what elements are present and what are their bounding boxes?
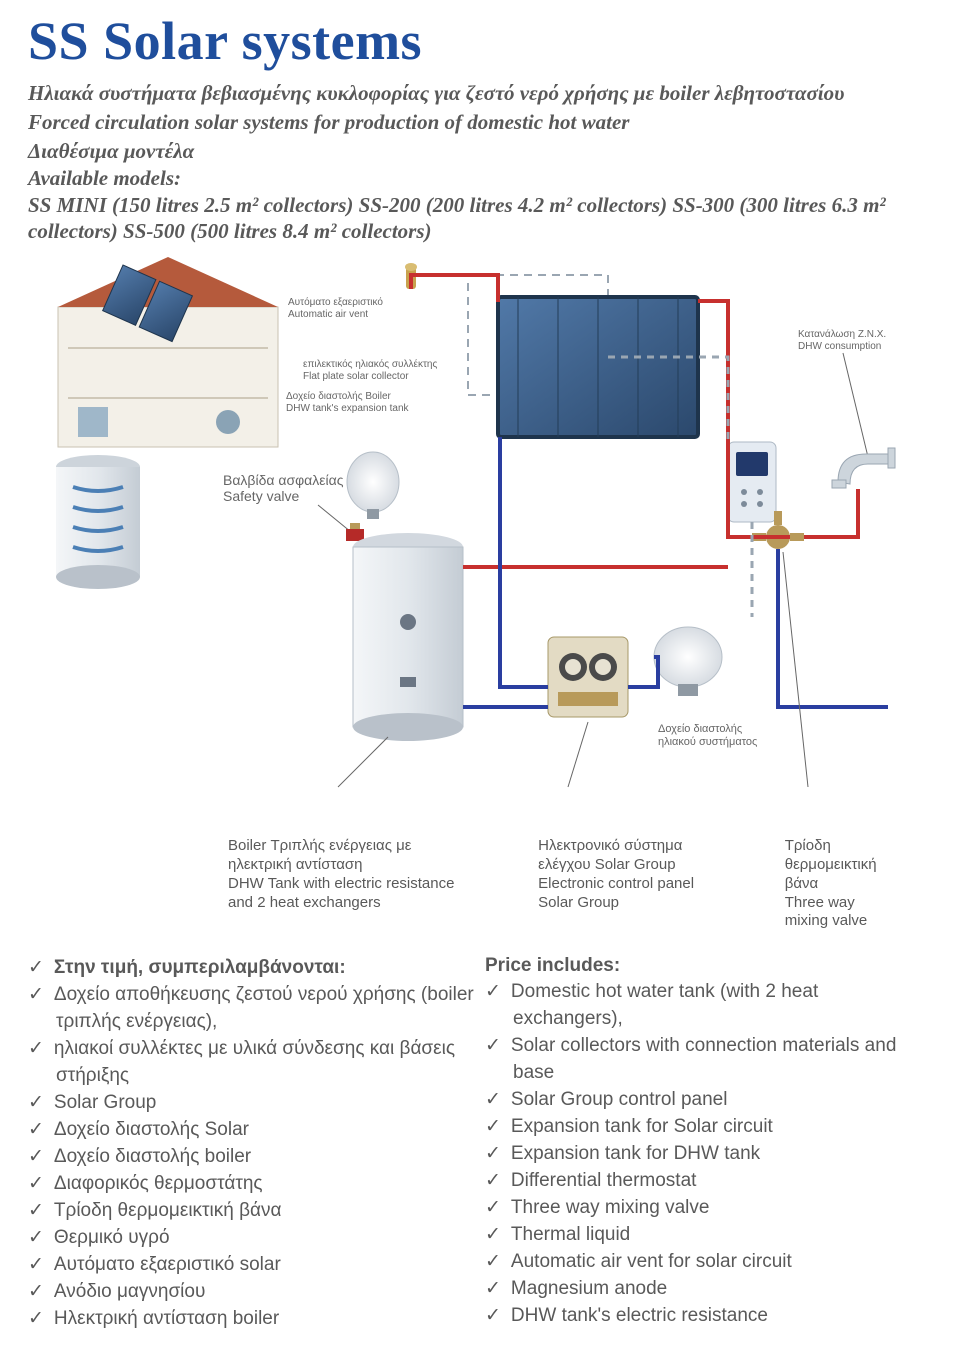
right-list: Price includes: ✓Domestic hot water tank… xyxy=(485,955,932,1333)
safety-label-gr: Βαλβίδα ασφαλείας xyxy=(223,472,344,488)
diagram-caption-row: Boiler Τριπλής ενέργειας με ηλεκτρική αν… xyxy=(28,833,932,935)
right-list-item: ✓Domestic hot water tank (with 2 heat ex… xyxy=(485,979,932,1033)
left-list-item: ✓ηλιακοί συλλέκτες με υλικά σύνδεσης και… xyxy=(28,1036,475,1090)
solar-exp-label-2: ηλιακού συστήματος xyxy=(658,736,757,748)
right-list-item: ✓Automatic air vent for solar circuit xyxy=(485,1249,932,1276)
solar-expansion-tank-icon xyxy=(654,627,722,696)
left-list-item: ✓Δοχείο αποθήκευσης ζεστού νερού χρήσης … xyxy=(28,982,475,1036)
right-list-item: ✓Magnesium anode xyxy=(485,1276,932,1303)
caption-boiler: Boiler Τριπλής ενέργειας με ηλεκτρική αν… xyxy=(228,837,478,931)
left-list-item: ✓Αυτόματο εξαεριστικό solar xyxy=(28,1252,475,1279)
safety-valve-icon xyxy=(346,523,364,541)
left-list-item: ✓Διαφορικός θερμοστάτης xyxy=(28,1171,475,1198)
dhw-expansion-tank-icon xyxy=(347,452,399,519)
right-list-item: ✓Solar collectors with connection materi… xyxy=(485,1033,932,1087)
faucet-icon xyxy=(832,448,895,488)
air-vent-label-en: Automatic air vent xyxy=(288,309,368,320)
pump-station-icon xyxy=(548,637,628,717)
controller-icon xyxy=(728,442,776,522)
986- mixer: Τρίοδη θερμομεικτική βάνα Three way mixi… xyxy=(785,837,902,931)
models-gr: Διαθέσιμα μοντέλα xyxy=(28,138,932,165)
left-list-item: ✓Ηλεκτρική αντίσταση boiler xyxy=(28,1306,475,1333)
right-list-item: ✓Thermal liquid xyxy=(485,1222,932,1249)
safety-label-en: Safety valve xyxy=(223,488,299,504)
right-list-item: ✓Solar Group control panel xyxy=(485,1087,932,1114)
intro-greek: Ηλιακά συστήματα βεβιασμένης κυκλοφορίας… xyxy=(28,80,932,107)
left-list-item: ✓Ανόδιο μαγνησίου xyxy=(28,1279,475,1306)
caption-controller: Ηλεκτρονικό σύστημα ελέγχου Solar Group … xyxy=(538,837,725,931)
right-list-item: ✓DHW tank's electric resistance xyxy=(485,1303,932,1330)
page-title: SS Solar systems xyxy=(28,10,932,72)
right-list-item: ✓Three way mixing valve xyxy=(485,1195,932,1222)
models-list: SS MINI (150 litres 2.5 m² collectors) S… xyxy=(28,192,932,246)
intro-english: Forced circulation solar systems for pro… xyxy=(28,109,932,136)
solar-exp-label-1: Δοχείο διαστολής xyxy=(658,723,742,735)
left-list-item: ✓Θερμικό υγρό xyxy=(28,1225,475,1252)
collector-label-gr: επιλεκτικός ηλιακός συλλέκτης xyxy=(303,358,437,370)
left-list: ✓Στην τιμή, συμπεριλαμβάνονται: ✓Δοχείο … xyxy=(28,955,475,1333)
system-diagram: Αυτόματο εξαεριστικό Automatic air vent … xyxy=(28,257,932,827)
left-list-item: ✓Δοχείο διαστολής Solar xyxy=(28,1117,475,1144)
right-list-item: ✓Expansion tank for DHW tank xyxy=(485,1141,932,1168)
right-list-item: ✓Differential thermostat xyxy=(485,1168,932,1195)
right-list-item: ✓Expansion tank for Solar circuit xyxy=(485,1114,932,1141)
collector-label-en: Flat plate solar collector xyxy=(303,371,409,382)
left-list-item: ✓Solar Group xyxy=(28,1090,475,1117)
air-vent-label-gr: Αυτόματο εξαεριστικό xyxy=(288,296,383,308)
consumption-label-gr: Κατανάλωση Ζ.Ν.Χ. xyxy=(798,328,886,340)
price-lists: ✓Στην τιμή, συμπεριλαμβάνονται: ✓Δοχείο … xyxy=(28,955,932,1333)
left-list-item: ✓Τρίοδη θερμομεικτική βάνα xyxy=(28,1198,475,1225)
models-en: Available models: xyxy=(28,165,932,192)
consumption-label-en: DHW consumption xyxy=(798,341,881,352)
left-list-item: ✓Δοχείο διαστολής boiler xyxy=(28,1144,475,1171)
dhw-tank-icon xyxy=(353,533,463,741)
solar-collector-icon xyxy=(498,297,698,437)
right-list-heading: Price includes: xyxy=(485,955,932,977)
house-cutaway-icon xyxy=(58,257,278,447)
dhw-exp-label-gr: Δοχείο διαστολής Boiler xyxy=(286,390,392,402)
dhw-exp-label-en: DHW tank's expansion tank xyxy=(286,403,410,414)
boiler-cutaway-icon xyxy=(56,455,140,589)
left-list-heading: ✓Στην τιμή, συμπεριλαμβάνονται: xyxy=(28,955,475,982)
